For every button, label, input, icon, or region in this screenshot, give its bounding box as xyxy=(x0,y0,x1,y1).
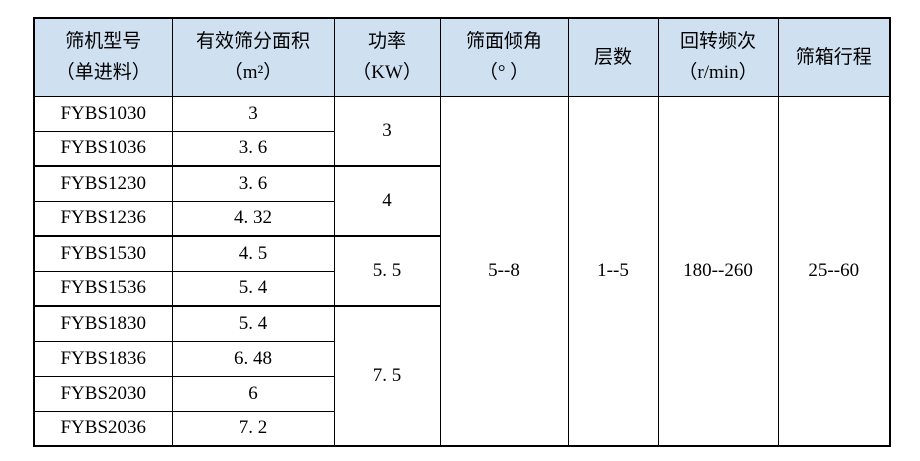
table-row: FYBS1230 3. 6 4 xyxy=(33,165,890,237)
table-row: FYBS1830 5. 4 7. 5 xyxy=(33,305,890,447)
power-cell: 7. 5 xyxy=(333,305,441,447)
header-stroke: 筛箱行程 xyxy=(777,17,891,97)
header-incline-line2: （° ） xyxy=(478,62,530,84)
header-layers-line1: 层数 xyxy=(593,46,632,68)
model-cell: FYBS2030 xyxy=(33,375,173,412)
header-incline-line1: 筛面倾角 xyxy=(465,31,542,53)
table-row: FYBS2036 7. 2 xyxy=(33,410,890,447)
model-cell: FYBS1836 xyxy=(33,340,173,377)
table-row: FYBS1030 3 3 5--8 1--5 180--260 25--60 xyxy=(33,95,891,447)
table-row: FYBS1536 5. 4 xyxy=(33,270,890,307)
incline-cell: 5--8 xyxy=(439,95,569,447)
frequency-cell: 180--260 xyxy=(657,95,779,447)
model-cell: FYBS1536 xyxy=(33,270,173,307)
header-layers: 层数 xyxy=(567,17,659,97)
stroke-cell: 25--60 xyxy=(777,95,891,447)
power-cell: 5. 5 xyxy=(333,235,441,307)
area-cell: 6 xyxy=(171,375,335,412)
header-model-line2: （单进料） xyxy=(55,62,151,84)
header-frequency: 回转频次 （r/min） xyxy=(657,17,779,97)
spec-table: 筛机型号 （单进料） 有效筛分面积 （m²） 功率 （KW） 筛面倾角 （° ）… xyxy=(33,17,891,447)
header-power-line1: 功率 xyxy=(367,31,406,53)
header-power-line2: （KW） xyxy=(352,62,422,84)
model-cell: FYBS1030 xyxy=(33,95,173,132)
header-area-line2: （m²） xyxy=(223,62,283,84)
table-row: FYBS1530 4. 5 5. 5 xyxy=(33,235,890,307)
header-stroke-line1: 筛箱行程 xyxy=(795,46,872,68)
area-cell: 5. 4 xyxy=(171,270,335,307)
power-cell: 4 xyxy=(333,165,441,237)
table-row: FYBS1836 6. 48 xyxy=(33,340,890,377)
header-model: 筛机型号 （单进料） xyxy=(33,17,173,97)
area-cell: 3 xyxy=(171,95,335,132)
header-power: 功率 （KW） xyxy=(333,17,441,97)
table-row: FYBS1036 3. 6 xyxy=(33,130,890,167)
header-frequency-line1: 回转频次 xyxy=(679,31,756,53)
model-cell: FYBS1230 xyxy=(33,165,173,202)
model-cell: FYBS2036 xyxy=(33,410,173,447)
header-model-line1: 筛机型号 xyxy=(65,31,142,53)
header-frequency-line2: （r/min） xyxy=(678,62,758,84)
header-area: 有效筛分面积 （m²） xyxy=(171,17,335,97)
model-cell: FYBS1830 xyxy=(33,305,173,342)
power-cell: 3 xyxy=(333,95,441,167)
area-cell: 4. 5 xyxy=(171,235,335,272)
spec-table-container: 筛机型号 （单进料） 有效筛分面积 （m²） 功率 （KW） 筛面倾角 （° ）… xyxy=(33,17,891,447)
model-cell: FYBS1036 xyxy=(33,130,173,167)
area-cell: 4. 32 xyxy=(171,200,335,237)
table-row: FYBS1236 4. 32 xyxy=(33,200,890,237)
area-cell: 7. 2 xyxy=(171,410,335,447)
area-cell: 3. 6 xyxy=(171,130,335,167)
model-cell: FYBS1236 xyxy=(33,200,173,237)
table-row: FYBS2030 6 xyxy=(33,375,890,412)
layers-cell: 1--5 xyxy=(567,95,659,447)
area-cell: 5. 4 xyxy=(171,305,335,342)
model-cell: FYBS1530 xyxy=(33,235,173,272)
area-cell: 3. 6 xyxy=(171,165,335,202)
area-cell: 6. 48 xyxy=(171,340,335,377)
header-row: 筛机型号 （单进料） 有效筛分面积 （m²） 功率 （KW） 筛面倾角 （° ）… xyxy=(33,17,891,97)
header-incline: 筛面倾角 （° ） xyxy=(439,17,569,97)
header-area-line1: 有效筛分面积 xyxy=(195,31,310,53)
